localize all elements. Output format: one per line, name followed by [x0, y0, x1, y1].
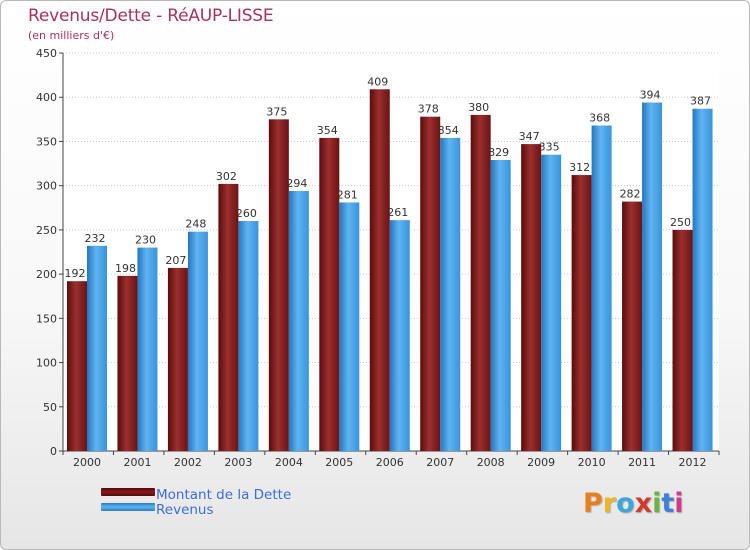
data-label-revenus: 394 — [640, 89, 661, 102]
y-tick-label: 450 — [36, 47, 57, 60]
bar-revenus — [490, 160, 511, 452]
x-tick-label: 2008 — [477, 456, 505, 469]
x-tick-label: 2006 — [376, 456, 404, 469]
logo-letter: i — [674, 488, 684, 519]
data-label-dette: 347 — [519, 130, 540, 143]
bar-revenus — [591, 125, 612, 451]
y-tick-label: 400 — [36, 91, 57, 104]
data-label-dette: 354 — [317, 124, 338, 137]
bar-dette — [622, 201, 643, 451]
x-tick-label: 2012 — [679, 456, 707, 469]
data-label-revenus: 248 — [185, 218, 206, 231]
x-tick-label: 2004 — [275, 456, 303, 469]
data-label-dette: 375 — [266, 105, 287, 118]
y-tick-label: 100 — [36, 357, 57, 370]
y-tick-label: 350 — [36, 135, 57, 148]
legend-swatch-dette — [101, 488, 155, 496]
x-tick-label: 2003 — [224, 456, 252, 469]
x-tick-label: 2009 — [527, 456, 555, 469]
bar-revenus — [692, 108, 713, 451]
data-label-dette: 302 — [216, 170, 237, 183]
data-label-revenus: 261 — [387, 206, 408, 219]
bar-dette — [117, 275, 138, 451]
x-tick-label: 2011 — [628, 456, 656, 469]
bar-dette — [470, 114, 491, 452]
logo-letter: o — [616, 488, 635, 519]
logo-letter: r — [602, 488, 617, 519]
bar-revenus — [389, 220, 410, 451]
bar-dette — [167, 267, 188, 451]
logo-letter: t — [661, 488, 675, 519]
legend-swatch-revenus — [101, 503, 155, 511]
legend-label-dette: Montant de la Dette — [156, 487, 292, 503]
y-tick-label: 0 — [50, 445, 57, 458]
bar-dette — [319, 137, 340, 451]
data-label-revenus: 335 — [539, 141, 560, 154]
data-label-dette: 207 — [165, 254, 186, 267]
bar-dette — [420, 116, 441, 452]
data-label-dette: 380 — [468, 101, 489, 114]
legend-label-revenus: Revenus — [156, 502, 214, 518]
y-tick-label: 150 — [36, 312, 57, 325]
logo-letter: x — [634, 488, 653, 519]
data-label-dette: 312 — [569, 161, 590, 174]
data-label-dette: 198 — [115, 262, 136, 275]
bar-revenus — [642, 102, 663, 451]
data-label-revenus: 329 — [488, 146, 509, 159]
data-label-revenus: 281 — [337, 188, 358, 201]
data-label-revenus: 232 — [85, 232, 106, 245]
bar-dette — [268, 119, 289, 451]
data-label-revenus: 354 — [438, 124, 459, 137]
bar-dette — [571, 175, 592, 451]
proxiti-logo: Proxiti — [583, 488, 684, 519]
data-label-revenus: 230 — [135, 234, 156, 247]
bar-revenus — [238, 221, 259, 451]
data-label-dette: 378 — [418, 103, 439, 116]
x-tick-label: 2001 — [123, 456, 151, 469]
y-tick-label: 200 — [36, 268, 57, 281]
y-tick-label: 300 — [36, 180, 57, 193]
x-tick-label: 2002 — [174, 456, 202, 469]
data-label-dette: 282 — [620, 188, 641, 201]
x-tick-label: 2007 — [426, 456, 454, 469]
bar-revenus — [440, 137, 461, 451]
data-label-dette: 250 — [670, 216, 691, 229]
data-label-revenus: 368 — [589, 112, 610, 125]
data-label-dette: 409 — [367, 75, 388, 88]
data-label-revenus: 294 — [286, 177, 307, 190]
logo-letter: P — [583, 488, 603, 519]
bar-revenus — [137, 247, 158, 451]
x-tick-label: 2010 — [578, 456, 606, 469]
logo-letter: i — [652, 488, 662, 519]
bar-dette — [672, 229, 693, 451]
bar-revenus — [541, 154, 562, 451]
data-label-revenus: 387 — [690, 95, 711, 108]
y-tick-label: 50 — [43, 401, 57, 414]
bar-dette — [369, 89, 390, 452]
bar-revenus — [339, 202, 360, 451]
data-label-revenus: 260 — [236, 207, 257, 220]
chart-subtitle: (en milliers d'€) — [28, 29, 115, 42]
bar-dette — [218, 183, 239, 452]
data-label-dette: 192 — [65, 267, 86, 280]
bar-dette — [521, 144, 542, 451]
bar-dette — [67, 281, 87, 451]
x-tick-label: 2005 — [325, 456, 353, 469]
x-tick-label: 2000 — [73, 456, 101, 469]
bar-revenus — [288, 190, 309, 451]
y-tick-label: 250 — [36, 224, 57, 237]
bar-revenus — [187, 231, 208, 451]
chart-title: Revenus/Dette - RéAUP-LISSE — [28, 6, 274, 26]
bar-revenus — [87, 245, 107, 451]
